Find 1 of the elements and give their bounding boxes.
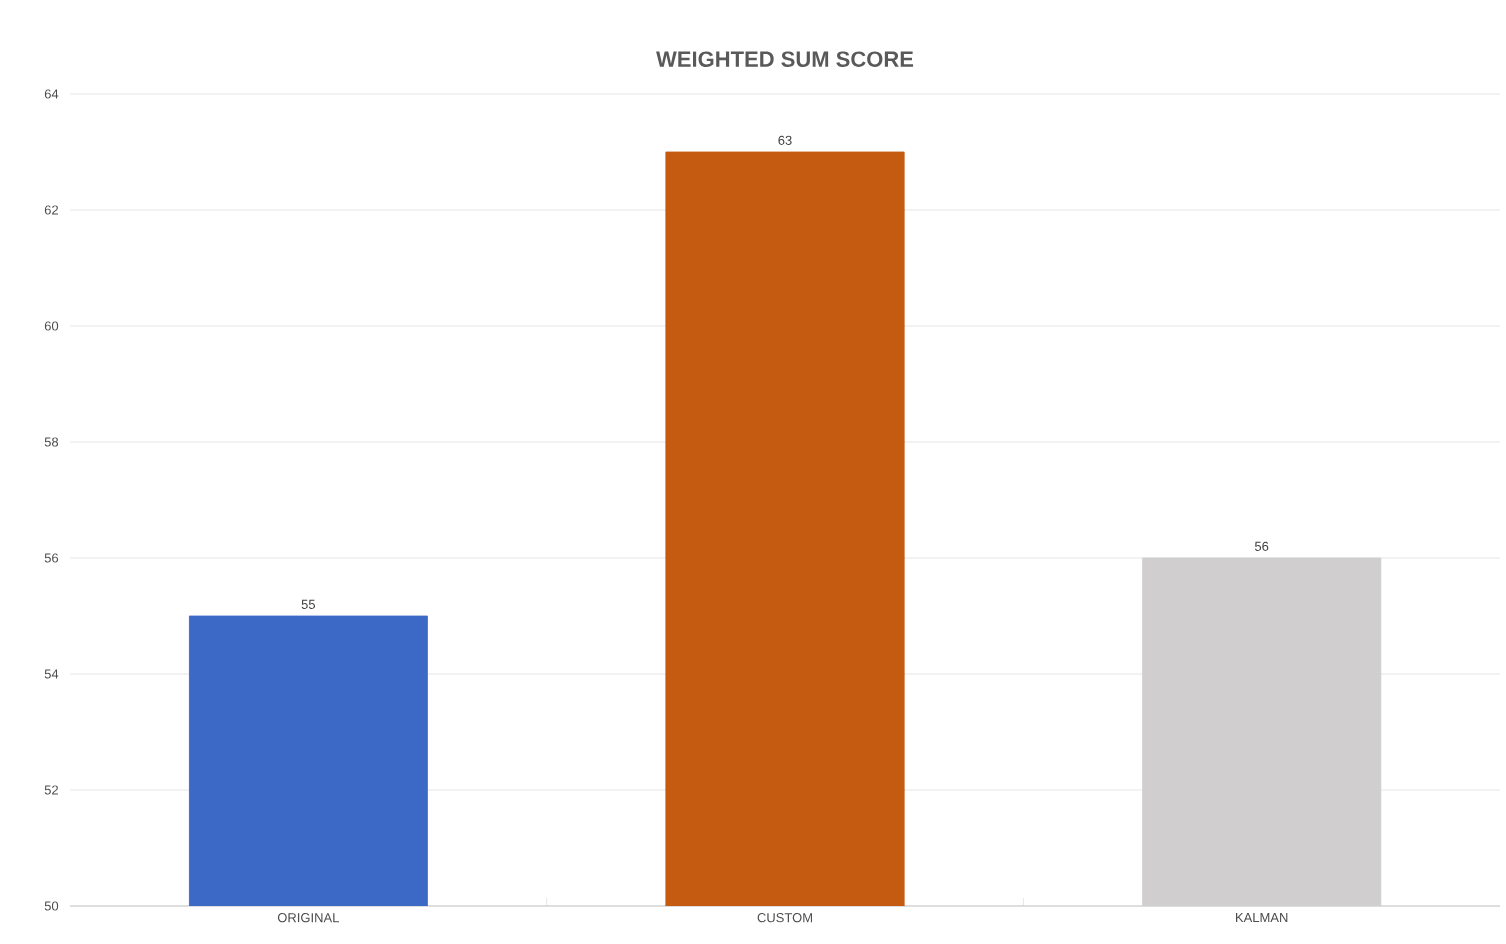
chart-title: WEIGHTED SUM SCORE bbox=[656, 51, 914, 67]
